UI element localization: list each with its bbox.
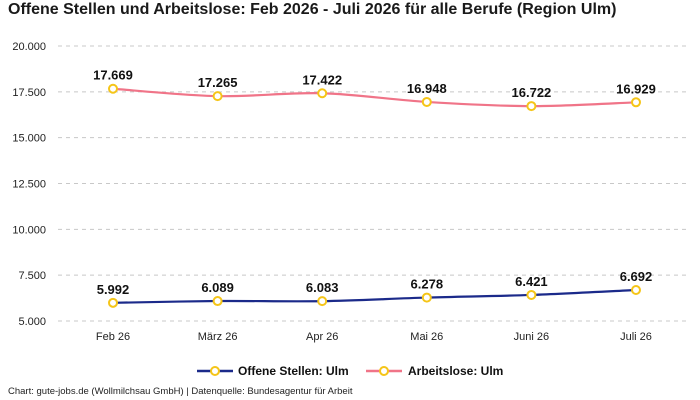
- y-axis-ticks: 5.000 7.500 10.000 12.500 15.000 17.500 20.000: [12, 41, 46, 328]
- data-label: 6.692: [620, 269, 653, 284]
- x-tick-label: Juli 26: [620, 331, 652, 343]
- grid-lines: [58, 45, 690, 322]
- data-point: [317, 296, 328, 307]
- data-label: 17.265: [198, 75, 238, 90]
- source-note: Chart: gute-jobs.de (Wollmilchsau GmbH) …: [8, 386, 353, 397]
- x-tick-label: März 26: [198, 331, 238, 343]
- data-point: [526, 289, 537, 300]
- data-point: [421, 292, 432, 303]
- data-label: 6.421: [515, 274, 548, 289]
- legend-marker: [210, 366, 220, 376]
- data-point: [108, 83, 118, 94]
- y-tick-label: 17.500: [12, 87, 46, 99]
- data-label: 17.422: [302, 72, 342, 87]
- legend-label: Offene Stellen: Ulm: [238, 364, 349, 378]
- y-tick-label: 15.000: [12, 133, 46, 145]
- series-line-offene-stellen: [112, 288, 637, 304]
- data-point: [631, 97, 641, 108]
- legend-label: Arbeitslose: Ulm: [408, 364, 503, 378]
- x-tick-label: Mai 26: [410, 331, 443, 343]
- x-tick-label: Feb 26: [96, 331, 130, 343]
- series-layer: [108, 83, 641, 308]
- chart-title: Offene Stellen und Arbeitslose: Feb 2026…: [8, 1, 617, 18]
- x-tick-label: Apr 26: [306, 331, 338, 343]
- data-label: 6.089: [201, 280, 234, 295]
- y-tick-label: 12.500: [12, 179, 46, 191]
- data-label: 6.278: [411, 277, 444, 292]
- data-point: [526, 101, 537, 112]
- y-tick-label: 10.000: [12, 224, 46, 236]
- data-point: [631, 284, 641, 295]
- data-label: 16.948: [407, 81, 447, 96]
- legend: Offene Stellen: Ulm Arbeitslose: Ulm: [197, 364, 503, 378]
- data-point: [108, 297, 118, 308]
- data-label: 17.669: [93, 68, 133, 83]
- x-axis-ticks: Feb 26 März 26 Apr 26 Mai 26 Juni 26 Juli 26: [96, 331, 652, 343]
- y-tick-label: 20.000: [12, 41, 46, 53]
- data-point: [212, 91, 223, 102]
- data-point: [421, 96, 432, 107]
- data-label: 5.992: [97, 282, 130, 297]
- data-label: 6.083: [306, 280, 339, 295]
- data-point: [212, 296, 223, 307]
- series-line-arbeitslose: [112, 87, 637, 108]
- data-label: 16.722: [512, 85, 552, 100]
- y-tick-label: 7.500: [18, 270, 46, 282]
- legend-marker: [379, 366, 389, 376]
- data-point: [317, 88, 328, 99]
- y-tick-label: 5.000: [18, 316, 46, 328]
- data-label: 16.929: [616, 81, 656, 96]
- data-labels: 5.992 6.089 6.083 6.278 6.421 6.692 17.669 17.2…: [93, 68, 656, 297]
- x-tick-label: Juni 26: [514, 331, 549, 343]
